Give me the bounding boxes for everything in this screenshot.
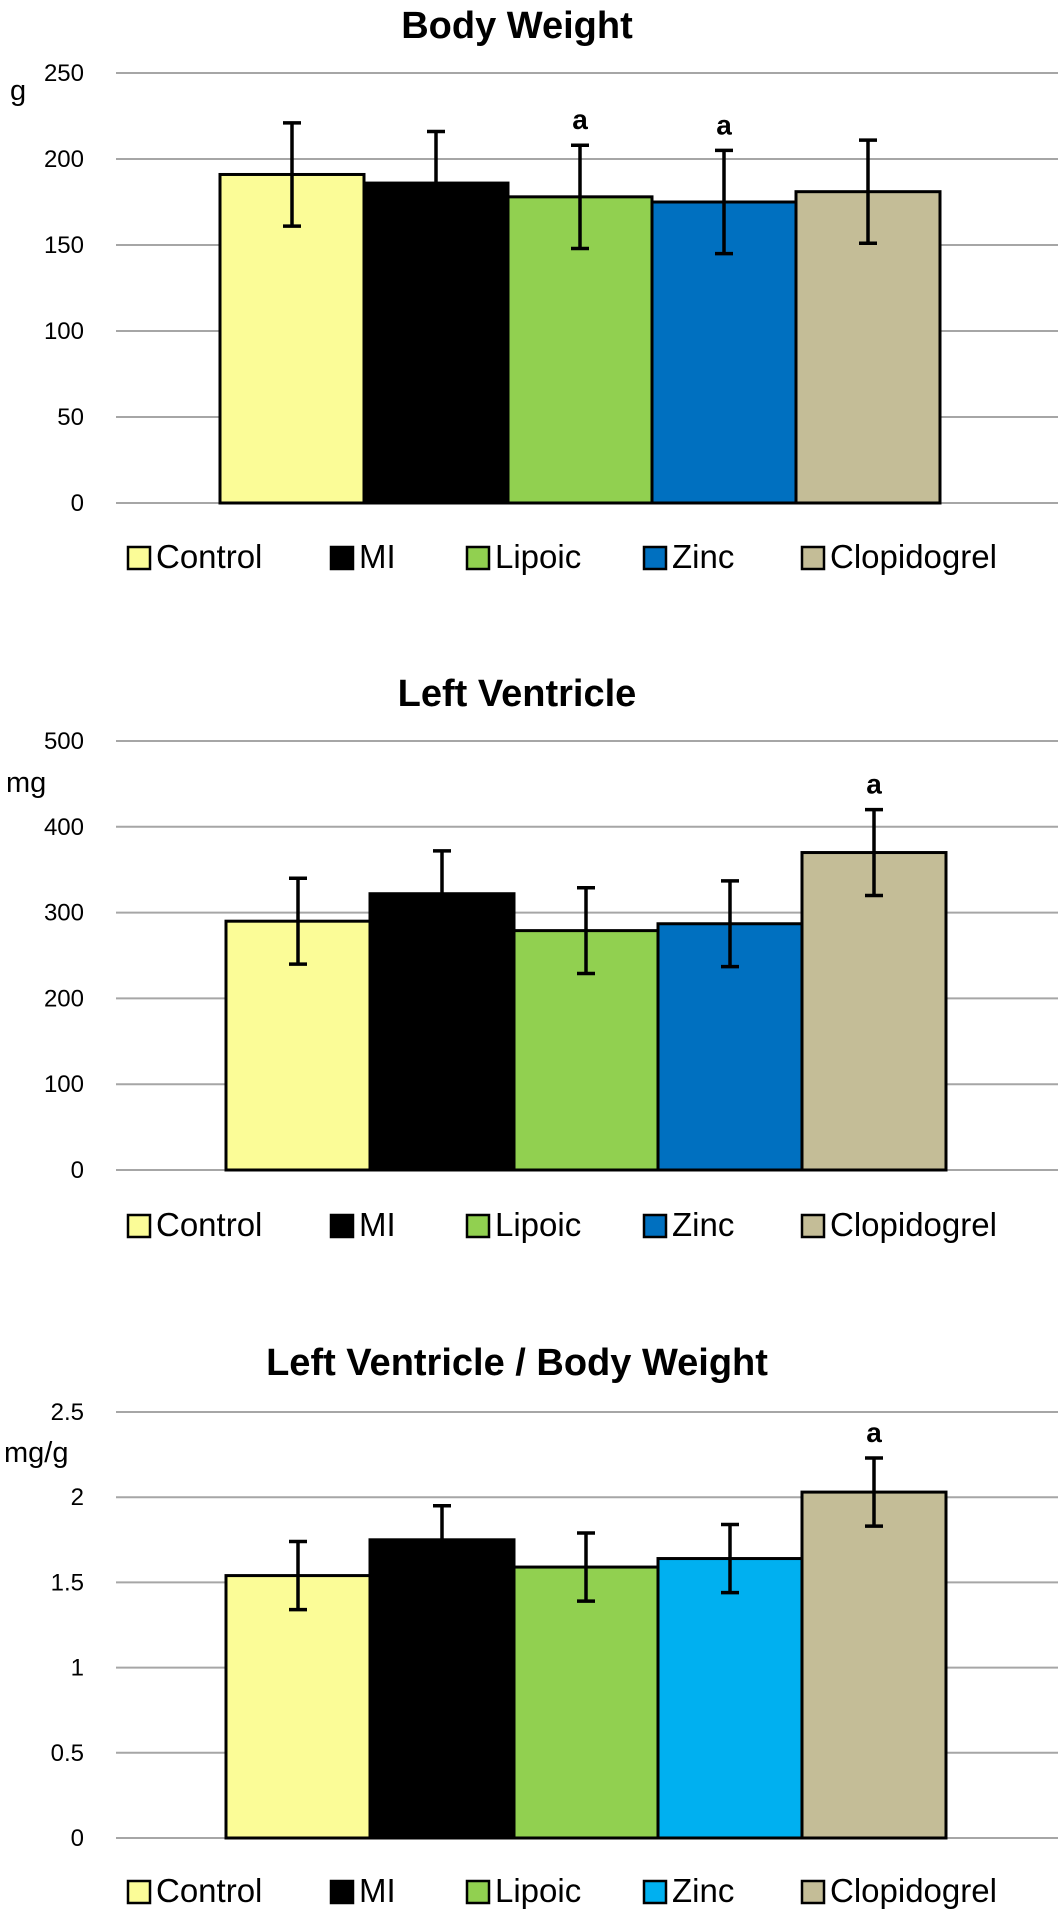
y-tick-label: 300 <box>44 900 84 927</box>
bar-zinc <box>656 1557 804 1840</box>
error-bar <box>289 876 307 966</box>
error-bar <box>433 849 451 939</box>
legend-label: Zinc <box>672 1206 734 1243</box>
significance-marker: a <box>572 104 588 135</box>
panel-body-weight: Body Weight g 0 50 100 150 200 250 a a Control MI Li… <box>10 5 1058 575</box>
legend-label: Lipoic <box>495 1206 581 1243</box>
y-tick-label: 150 <box>44 232 84 259</box>
legend-label: Lipoic <box>495 1872 581 1909</box>
legend-label: Control <box>156 1872 262 1909</box>
y-tick-label: 1 <box>71 1655 84 1682</box>
y-tick-label: 50 <box>57 404 84 431</box>
error-bar <box>433 1503 451 1576</box>
y-axis-unit: mg <box>6 767 46 799</box>
error-bar <box>715 148 733 256</box>
legend-swatch-lipoic <box>465 545 491 571</box>
legend: Control MI Lipoic Zinc Clopidogrel <box>126 538 997 575</box>
legend-label: Clopidogrel <box>830 1872 997 1909</box>
legend-swatch-zinc <box>642 545 668 571</box>
legend-swatch-lipoic <box>465 1879 491 1905</box>
legend-swatch-control <box>126 1213 152 1239</box>
legend-label: MI <box>359 1872 396 1909</box>
legend-label: Zinc <box>672 538 734 575</box>
legend: Control MI Lipoic Zinc Clopidogrel <box>126 1206 997 1243</box>
y-tick-label: 200 <box>44 146 84 173</box>
y-tick-label: 200 <box>44 985 84 1012</box>
legend-swatch-control <box>126 545 152 571</box>
error-bar <box>289 1539 307 1612</box>
chart-title: Body Weight <box>401 5 633 47</box>
legend: Control MI Lipoic Zinc Clopidogrel <box>126 1872 997 1909</box>
legend-label: Lipoic <box>495 538 581 575</box>
legend-swatch-lipoic <box>465 1213 491 1239</box>
bar-clopidogrel <box>800 1490 948 1840</box>
error-bar <box>859 138 877 246</box>
legend-swatch-mi <box>329 545 355 571</box>
y-tick-label: 0 <box>71 1825 84 1852</box>
legend-label: Zinc <box>672 1872 734 1909</box>
y-axis-unit: g <box>10 75 26 107</box>
error-bar <box>571 143 589 251</box>
panel-left-ventricle: Left Ventricle mg 0 100 200 300 400 500 a Control… <box>6 673 1058 1243</box>
y-axis-unit: mg/g <box>4 1437 68 1469</box>
bar-mi <box>368 1538 516 1840</box>
y-tick-label: 0 <box>71 490 84 517</box>
legend-swatch-mi <box>329 1879 355 1905</box>
y-tick-label: 2.5 <box>51 1399 84 1426</box>
error-bar <box>721 1522 739 1595</box>
error-bar <box>865 807 883 898</box>
y-tick-label: 100 <box>44 318 84 345</box>
error-bar <box>865 1456 883 1528</box>
legend-label: Control <box>156 538 262 575</box>
y-tick-label: 500 <box>44 728 84 755</box>
legend-label: Clopidogrel <box>830 1206 997 1243</box>
bar-mi <box>368 892 516 1172</box>
chart-title: Left Ventricle <box>398 673 637 715</box>
legend-swatch-clopidogrel <box>800 545 826 571</box>
legend-swatch-zinc <box>642 1213 668 1239</box>
significance-marker: a <box>866 769 882 800</box>
legend-label: Clopidogrel <box>830 538 997 575</box>
chart-title: Left Ventricle / Body Weight <box>266 1342 768 1384</box>
bar-control <box>224 1574 372 1840</box>
y-tick-label: 250 <box>44 60 84 87</box>
bar-clopidogrel <box>800 851 948 1172</box>
error-bar <box>577 885 595 976</box>
bar-control <box>218 172 366 505</box>
legend-label: MI <box>359 538 396 575</box>
bar-lipoic <box>512 1565 660 1840</box>
y-tick-label: 100 <box>44 1071 84 1098</box>
legend-swatch-clopidogrel <box>800 1213 826 1239</box>
y-tick-label: 0.5 <box>51 1740 84 1767</box>
y-tick-label: 0 <box>71 1157 84 1184</box>
legend-label: Control <box>156 1206 262 1243</box>
significance-marker: a <box>716 109 732 140</box>
legend-swatch-mi <box>329 1213 355 1239</box>
legend-swatch-control <box>126 1879 152 1905</box>
legend-swatch-clopidogrel <box>800 1879 826 1905</box>
y-tick-label: 400 <box>44 814 84 841</box>
legend-swatch-zinc <box>642 1879 668 1905</box>
error-bar <box>427 129 445 237</box>
error-bar <box>283 121 301 228</box>
error-bar <box>721 879 739 969</box>
panel-lv-bw-ratio: Left Ventricle / Body Weight mg/g 0 0.5 1 1.5… <box>4 1342 1058 1909</box>
y-tick-label: 1.5 <box>51 1569 84 1596</box>
significance-marker: a <box>866 1417 882 1448</box>
legend-label: MI <box>359 1206 396 1243</box>
error-bar <box>577 1531 595 1603</box>
y-tick-label: 2 <box>71 1484 84 1511</box>
